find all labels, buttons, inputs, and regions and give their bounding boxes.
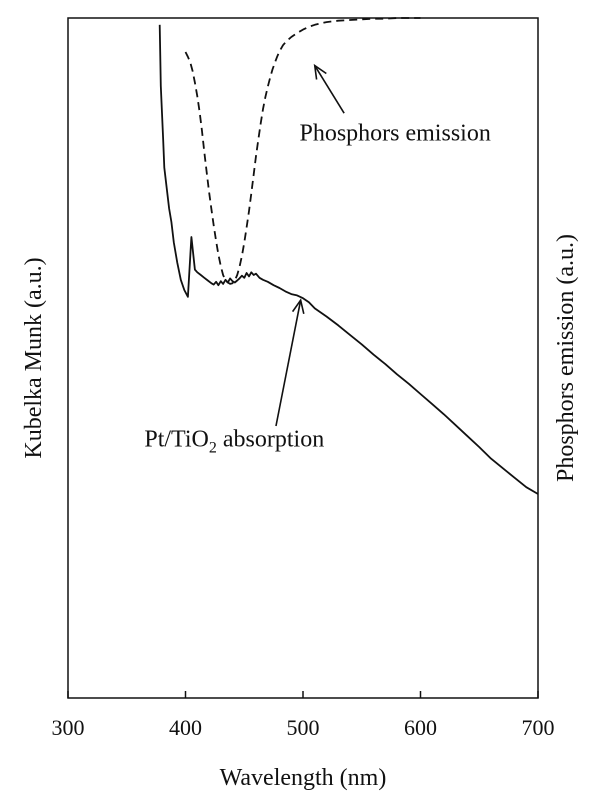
phosphors-label: Phosphors emission	[299, 120, 490, 146]
x-axis-title: Wavelength (nm)	[220, 765, 387, 791]
x-axis-ticks: 300 400 500 600 700	[52, 691, 555, 740]
series-line-1-solid	[158, 24, 539, 495]
x-tick-label-600: 600	[404, 715, 437, 740]
annotation-layer: Phosphors emission Pt/TiO2 absorption	[144, 63, 491, 456]
x-tick-label-500: 500	[287, 715, 320, 740]
y-axis-title-left: Kubelka Munk (a.u.)	[21, 257, 47, 458]
phosphors-arrow-head	[313, 63, 327, 80]
x-tick-label-400: 400	[169, 715, 202, 740]
series-layer	[158, 17, 539, 495]
phosphors-arrow-shaft	[314, 65, 345, 114]
absorption-label: Pt/TiO2 absorption	[144, 426, 324, 456]
absorption-arrow-shaft	[275, 300, 302, 427]
series-line-2-dashed	[184, 17, 421, 285]
absorption-arrow-head	[291, 298, 305, 315]
x-tick-label-300: 300	[52, 715, 85, 740]
y-axis-title-right: Phosphors emission (a.u.)	[553, 234, 579, 482]
x-tick-label-700: 700	[522, 715, 555, 740]
